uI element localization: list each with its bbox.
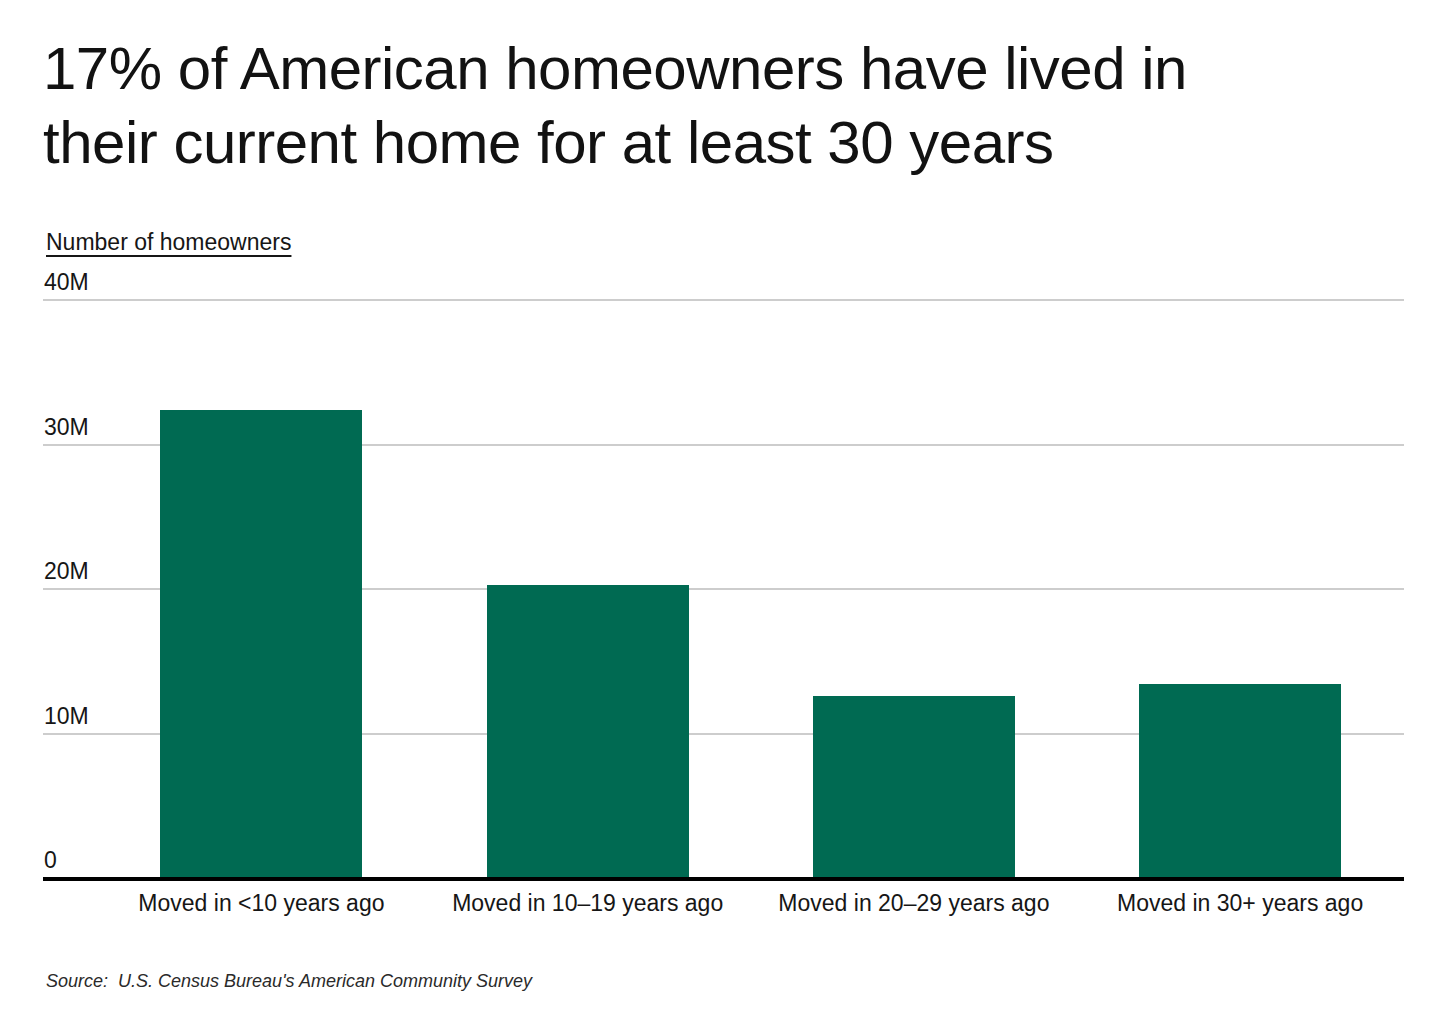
gridline bbox=[43, 299, 1404, 301]
chart-title-line1: 17% of American homeowners have lived in bbox=[43, 35, 1187, 102]
y-axis-tick-label: 30M bbox=[44, 414, 95, 441]
source-text: U.S. Census Bureau's American Community … bbox=[118, 971, 532, 991]
chart-title: 17% of American homeowners have lived in… bbox=[43, 32, 1423, 180]
y-axis-tick-label: 20M bbox=[44, 558, 95, 585]
bar bbox=[487, 585, 689, 878]
y-axis-title: Number of homeowners bbox=[46, 229, 291, 256]
bar bbox=[1139, 684, 1341, 878]
bar-chart-plot: 40M30M20M10M0Moved in <10 years agoMoved… bbox=[43, 300, 1404, 878]
x-axis-tick-label: Moved in 10–19 years ago bbox=[452, 890, 723, 917]
chart-title-line2: their current home for at least 30 years bbox=[43, 109, 1054, 176]
source-note: Source: U.S. Census Bureau's American Com… bbox=[46, 971, 532, 992]
x-axis-tick-label: Moved in 30+ years ago bbox=[1117, 890, 1363, 917]
y-axis-tick-label: 10M bbox=[44, 703, 95, 730]
bar bbox=[813, 696, 1015, 878]
y-axis-tick-label: 0 bbox=[44, 847, 63, 874]
x-axis-line bbox=[43, 877, 1404, 881]
bar bbox=[160, 410, 362, 878]
page: 17% of American homeowners have lived in… bbox=[0, 0, 1450, 1012]
y-axis-tick-label: 40M bbox=[44, 269, 95, 296]
source-label: Source: bbox=[46, 971, 108, 991]
x-axis-tick-label: Moved in 20–29 years ago bbox=[778, 890, 1049, 917]
x-axis-tick-label: Moved in <10 years ago bbox=[138, 890, 384, 917]
